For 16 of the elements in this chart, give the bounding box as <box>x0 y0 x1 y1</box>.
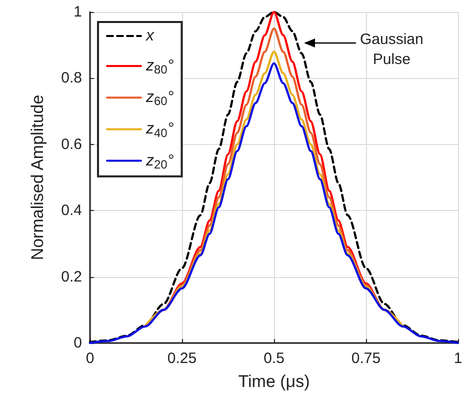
y-tick-label: 0.4 <box>61 202 82 220</box>
x-tick-label: 0.5 <box>264 350 284 367</box>
x-tick-label: 0.75 <box>351 350 381 367</box>
y-tick-label: 0.6 <box>61 136 82 153</box>
legend-label: x <box>145 28 155 44</box>
y-tick-label: 0.2 <box>61 268 82 286</box>
y-tick-label: 0.8 <box>61 70 82 87</box>
y-tick-label: 1 <box>74 4 82 20</box>
annotation: Gaussian Pulse <box>360 30 424 70</box>
x-tick-label: 0 <box>86 350 94 367</box>
x-axis-title: Time (μs) <box>238 372 310 391</box>
y-tick-label: 0 <box>74 334 82 352</box>
x-tick-label: 0.25 <box>167 350 197 367</box>
y-axis-title: Normalised Amplitude <box>28 94 47 260</box>
x-tick-label: 1 <box>454 350 462 367</box>
line-series <box>88 10 460 344</box>
